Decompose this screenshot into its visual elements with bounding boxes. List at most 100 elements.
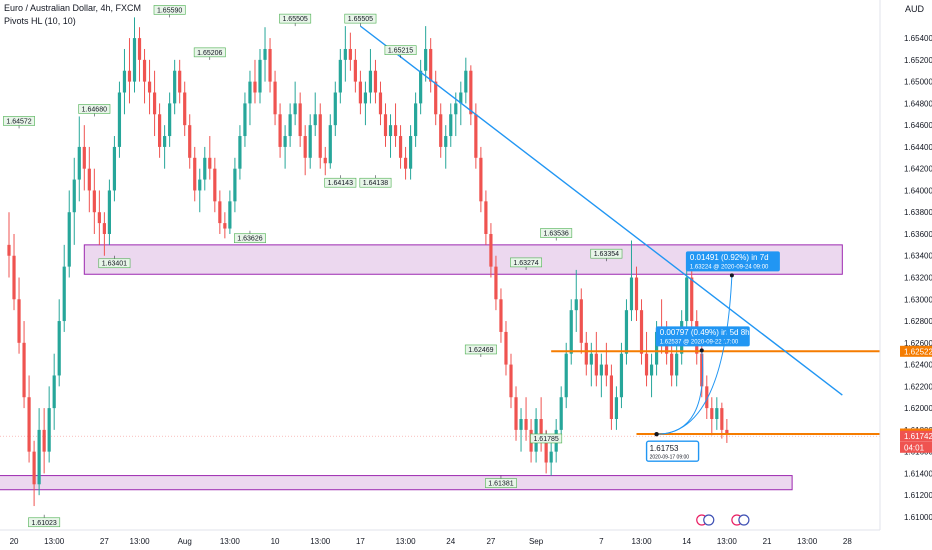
candle-body	[614, 397, 619, 419]
price-axis: 1.610001.612001.614001.616001.618001.620…	[879, 0, 932, 550]
indicator-label[interactable]: Pivots HL (10, 10)	[4, 16, 76, 26]
candle-body	[57, 321, 61, 376]
candle	[328, 114, 332, 169]
candle-body	[479, 157, 483, 202]
pivot-label-box	[78, 104, 111, 114]
candle-body	[147, 81, 152, 93]
price-badge-text: 1.61742	[904, 432, 932, 441]
candle	[323, 146, 327, 176]
event-icon[interactable]	[696, 514, 715, 526]
candle	[378, 81, 383, 126]
candle-body	[654, 331, 659, 365]
projection-point	[729, 273, 734, 278]
projection-target: 1.63224 @ 2020-09-24 09:00	[690, 264, 769, 270]
candle-body	[444, 136, 448, 147]
candle-body	[298, 103, 302, 137]
candle	[173, 59, 177, 115]
candle	[690, 266, 694, 332]
candle-body	[243, 103, 247, 137]
candle-body	[37, 429, 41, 485]
candle	[52, 353, 56, 430]
price-tick: 1.63200	[904, 274, 932, 283]
candle	[203, 146, 207, 191]
candle	[569, 299, 573, 365]
pivot-label-text: 1.61023	[31, 520, 56, 527]
pivot-label: 1.63626	[234, 230, 266, 244]
candle	[198, 168, 202, 213]
candle-body	[62, 266, 66, 322]
time-tick: 7	[599, 537, 604, 546]
projection-change: 0.00797 (0.49%) in 5d 8h	[660, 328, 750, 337]
candle	[42, 408, 46, 474]
pivot-label-text: 1.61381	[488, 481, 513, 488]
projection-target: 1.62537 @ 2020-09-22 17:00	[660, 339, 739, 345]
candle	[152, 70, 157, 137]
price-tick: 1.64600	[904, 121, 932, 130]
price-tick: 1.63600	[904, 230, 932, 239]
pivot-label: 1.65206	[193, 47, 226, 60]
time-tick: 13:00	[220, 537, 241, 546]
candle	[7, 212, 11, 278]
candle	[228, 190, 232, 234]
time-axis-bg	[0, 530, 932, 550]
candle	[273, 70, 277, 126]
candle	[514, 386, 518, 441]
pivot-label-text: 1.65206	[197, 50, 222, 57]
candle-body	[665, 342, 669, 354]
price-tick: 1.62600	[904, 339, 932, 348]
lower-zone	[0, 475, 793, 491]
candle	[183, 81, 187, 137]
price-tick: 1.61000	[904, 513, 932, 522]
candle-body	[293, 103, 297, 115]
event-icon-ring	[703, 514, 715, 526]
time-tick: 27	[100, 537, 109, 546]
time-tick: 14	[682, 537, 691, 546]
time-tick: Sep	[529, 537, 544, 546]
candle	[122, 48, 127, 115]
candle-body	[363, 92, 368, 104]
candle-body	[484, 201, 488, 234]
candle-body	[434, 81, 438, 115]
pivot-label-box	[384, 45, 417, 55]
candle	[479, 146, 483, 213]
candle-body	[163, 136, 167, 147]
projection-far: 0.01491 (0.92%) in 7d 1.63224 @ 2020-09-2…	[656, 251, 780, 435]
pivot-label-box	[344, 13, 377, 24]
candle-body	[223, 223, 227, 229]
pivot-label-text: 1.64138	[363, 180, 388, 187]
candle-body	[589, 353, 593, 365]
pivot-label-text: 1.64680	[82, 106, 107, 113]
price-tick: 1.65400	[904, 34, 932, 43]
candle-body	[599, 364, 603, 376]
candle	[619, 342, 624, 409]
candle-body	[137, 38, 142, 60]
candle-body	[313, 114, 317, 126]
pivot-label: 1.61381	[485, 475, 517, 488]
candle	[137, 27, 142, 82]
candle	[97, 190, 101, 245]
candle	[213, 157, 217, 213]
candle-body	[454, 103, 458, 115]
candle-body	[32, 451, 36, 485]
candle-body	[574, 299, 578, 311]
price-tick: 1.61200	[904, 491, 932, 500]
candle	[343, 26, 347, 82]
candle	[398, 125, 403, 169]
candle-body	[238, 136, 242, 169]
time-tick: 28	[843, 537, 852, 546]
candle-body	[122, 70, 127, 93]
price-badge: 1.62522	[900, 345, 932, 357]
price-tick: 1.61400	[904, 469, 932, 478]
candle-body	[584, 342, 588, 365]
candle	[429, 38, 433, 93]
candle	[579, 288, 583, 354]
candle	[188, 114, 192, 169]
candle-body	[183, 92, 187, 126]
price-tick: 1.63800	[904, 208, 932, 217]
candle-body	[604, 364, 608, 376]
event-icon[interactable]	[731, 514, 750, 526]
candle-body	[258, 59, 262, 93]
candle-body	[52, 375, 56, 409]
time-tick: 13:00	[632, 537, 653, 546]
